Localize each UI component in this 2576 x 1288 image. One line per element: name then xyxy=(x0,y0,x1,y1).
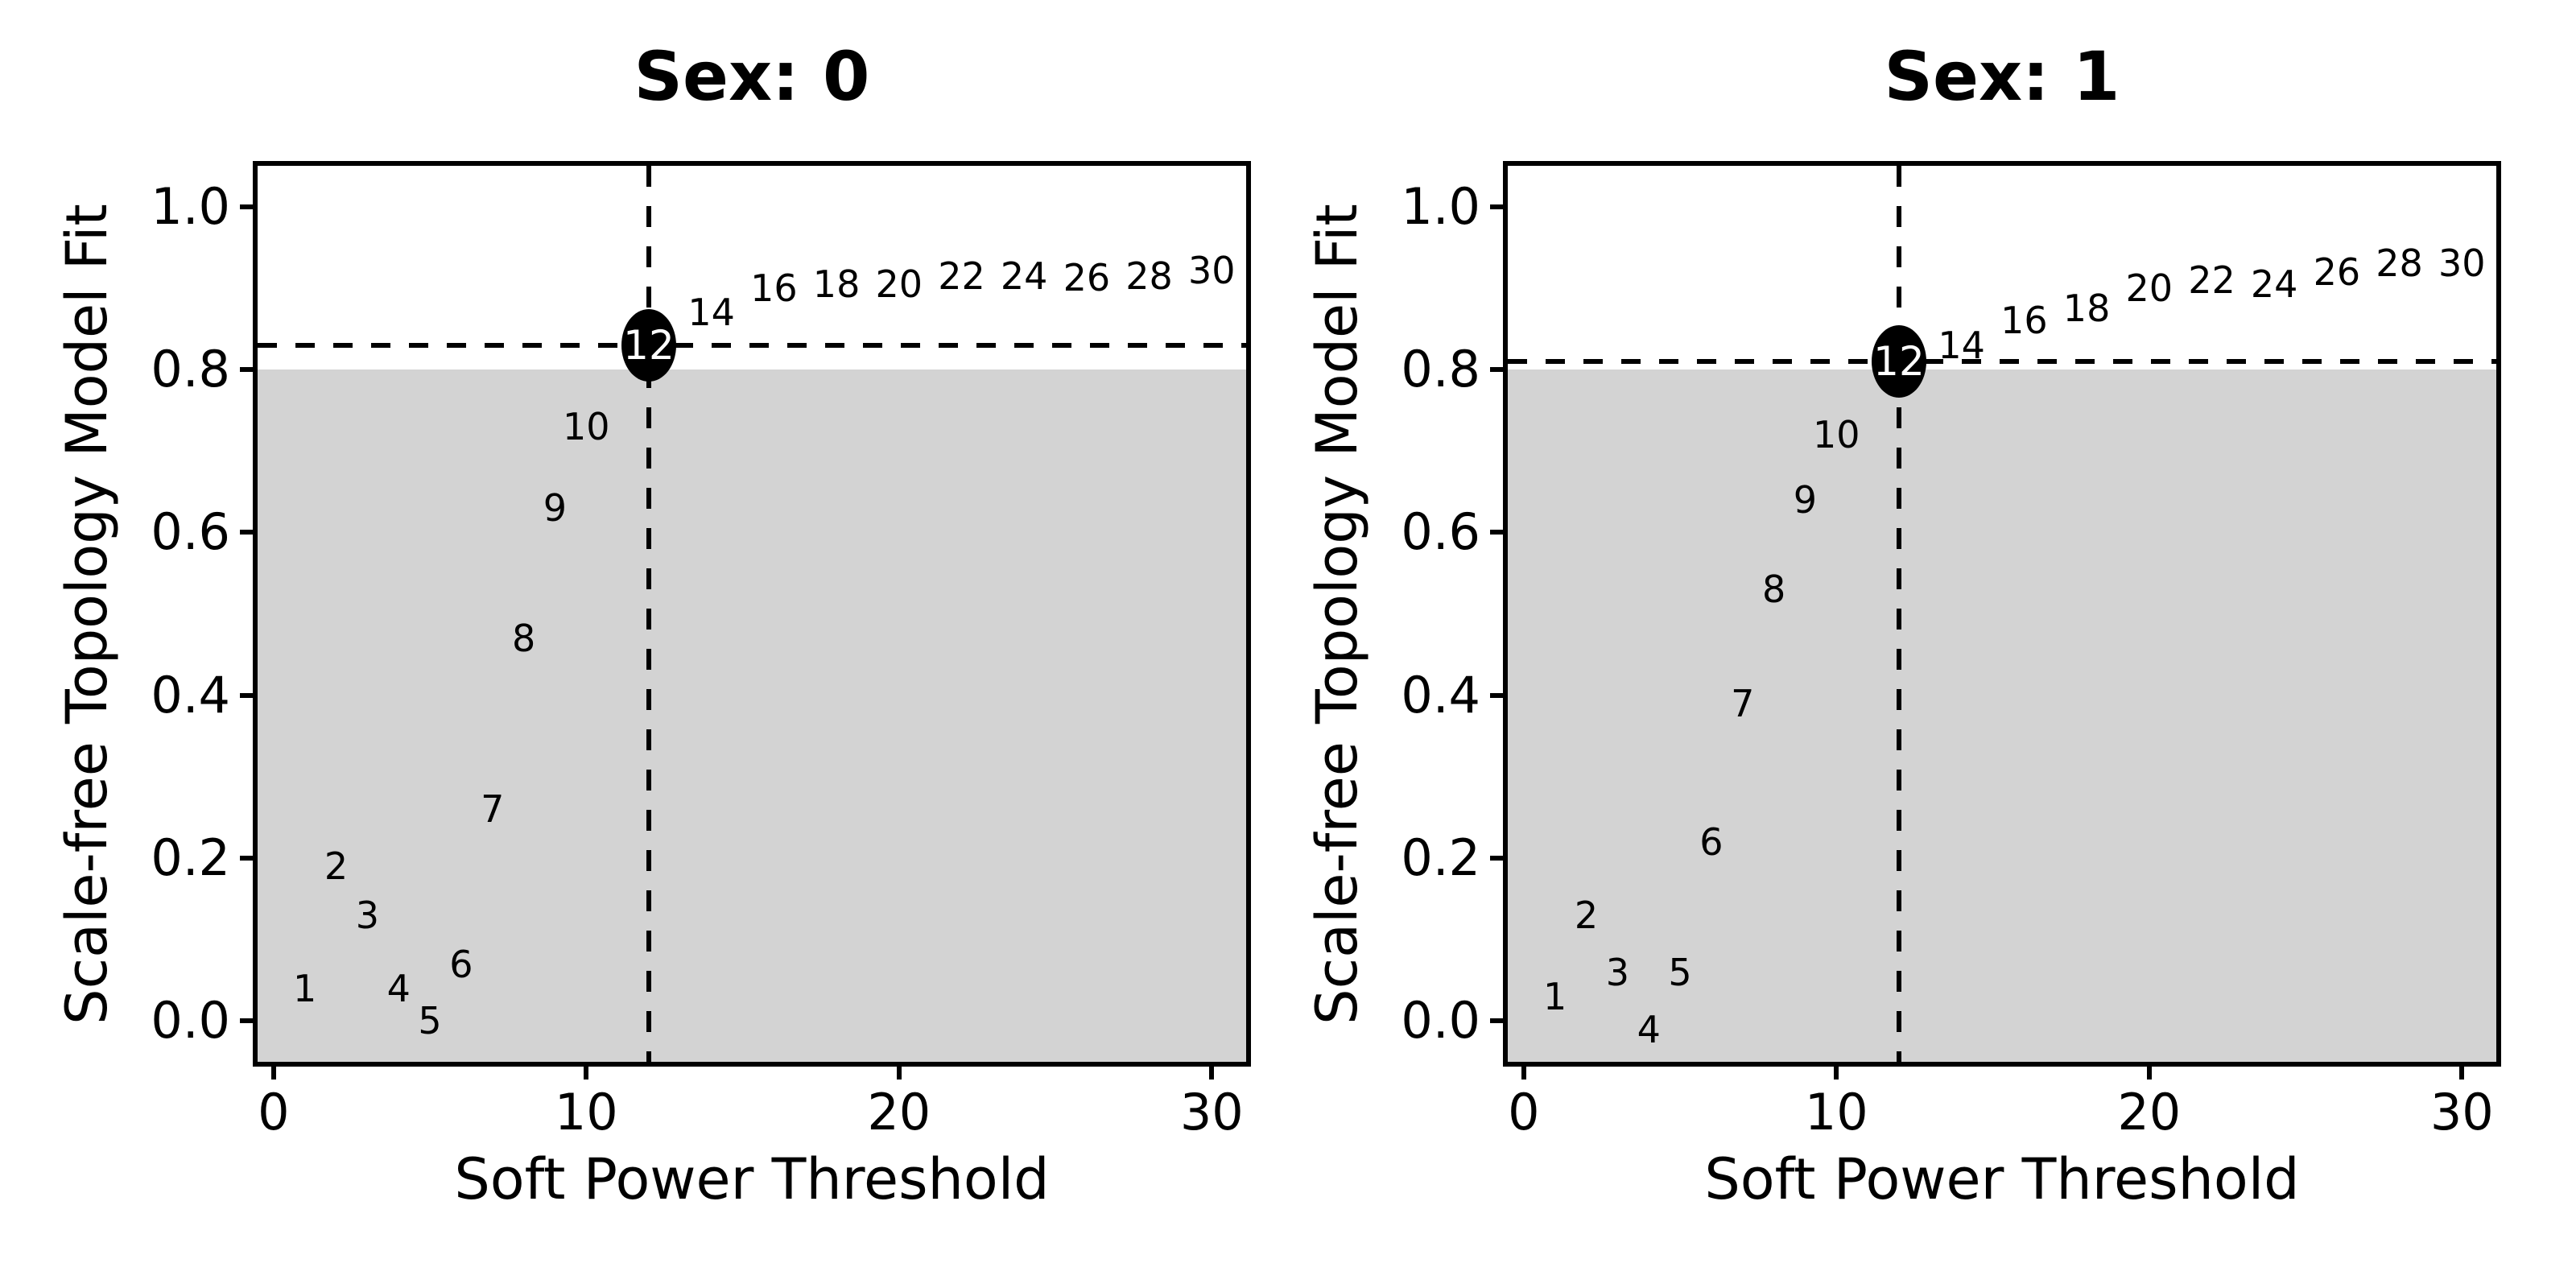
x-tick-label: 0 xyxy=(1508,1083,1540,1141)
y-tick-label: 0.2 xyxy=(1401,828,1480,888)
x-tick-mark xyxy=(1521,1062,1526,1080)
y-tick-label: 0.2 xyxy=(151,828,230,888)
selected-power-dashed-line xyxy=(646,166,651,1062)
y-tick-label: 0.6 xyxy=(1401,502,1480,562)
power-point-label: 5 xyxy=(1668,950,1692,994)
power-point-label: 26 xyxy=(1063,255,1111,299)
fit-threshold-dashed-line xyxy=(258,342,1246,348)
power-point-label: 28 xyxy=(2376,242,2423,286)
power-point-label: 1 xyxy=(1543,975,1567,1019)
x-tick-mark xyxy=(896,1062,902,1080)
power-point-label: 7 xyxy=(1731,681,1755,725)
power-point-label: 8 xyxy=(511,616,536,660)
y-tick-mark xyxy=(240,204,258,209)
y-tick-mark xyxy=(1490,1018,1508,1024)
highlighted-power-marker: 12 xyxy=(621,308,676,382)
y-tick-label: 0.4 xyxy=(1401,665,1480,724)
y-tick-mark xyxy=(240,692,258,698)
power-point-label: 2 xyxy=(324,844,349,889)
power-point-label: 1 xyxy=(293,966,317,1010)
power-point-label: 22 xyxy=(938,254,985,298)
x-tick-label: 20 xyxy=(2117,1083,2182,1141)
y-tick-label: 0.8 xyxy=(1401,339,1480,398)
power-point-label: 16 xyxy=(2000,299,2048,343)
power-point-label: 4 xyxy=(1637,1007,1661,1051)
low-fit-shaded-region xyxy=(258,369,1246,1062)
y-tick-mark xyxy=(1490,692,1508,698)
y-tick-mark xyxy=(1490,204,1508,209)
panel-title-sex-0: Sex: 0 xyxy=(634,37,870,116)
y-tick-mark xyxy=(240,530,258,535)
x-tick-label: 20 xyxy=(867,1083,931,1141)
power-point-label: 20 xyxy=(875,262,923,306)
x-tick-label: 0 xyxy=(258,1083,290,1141)
power-point-label: 24 xyxy=(1000,254,1048,298)
x-tick-mark xyxy=(2459,1062,2465,1080)
y-tick-mark xyxy=(240,856,258,861)
power-point-label: 24 xyxy=(2250,262,2298,306)
power-point-label: 16 xyxy=(750,266,798,310)
power-point-label: 20 xyxy=(2125,266,2174,310)
power-point-label: 10 xyxy=(1813,412,1860,456)
power-point-label: 9 xyxy=(543,485,568,530)
y-tick-mark xyxy=(1490,856,1508,861)
power-point-label: 18 xyxy=(2062,287,2111,331)
power-point-label: 6 xyxy=(449,942,473,986)
power-point-label: 22 xyxy=(2188,258,2235,302)
y-tick-label: 0.8 xyxy=(151,339,230,398)
y-tick-mark xyxy=(240,1018,258,1024)
power-point-label: 14 xyxy=(687,291,735,335)
power-point-label: 3 xyxy=(355,893,379,937)
selected-power-dashed-line xyxy=(1896,166,1901,1062)
power-point-label: 30 xyxy=(2438,242,2486,286)
power-point-label: 10 xyxy=(563,404,610,448)
power-point-label: 3 xyxy=(1605,950,1629,994)
y-tick-mark xyxy=(240,366,258,372)
x-tick-label: 10 xyxy=(554,1083,618,1141)
power-point-label: 30 xyxy=(1187,248,1236,292)
power-point-label: 18 xyxy=(812,262,861,306)
power-point-label: 28 xyxy=(1125,254,1173,298)
power-point-label: 4 xyxy=(386,966,411,1010)
x-axis-label-sex-1: Soft Power Threshold xyxy=(1704,1146,2300,1212)
y-tick-label: 1.0 xyxy=(1401,176,1480,236)
y-tick-label: 0.0 xyxy=(151,991,230,1051)
panel-title-sex-1: Sex: 1 xyxy=(1884,37,2120,116)
x-tick-label: 10 xyxy=(1804,1083,1868,1141)
x-axis-label-sex-0: Soft Power Threshold xyxy=(454,1146,1050,1212)
power-point-label: 9 xyxy=(1793,477,1818,522)
y-tick-mark xyxy=(1490,366,1508,372)
power-point-label: 7 xyxy=(481,787,505,832)
power-point-label: 5 xyxy=(418,999,442,1043)
x-tick-label: 30 xyxy=(1179,1083,1244,1141)
low-fit-shaded-region xyxy=(1508,369,2496,1062)
y-tick-label: 0.4 xyxy=(151,665,230,724)
power-point-label: 2 xyxy=(1574,893,1599,937)
x-tick-label: 30 xyxy=(2429,1083,2494,1141)
power-point-label: 8 xyxy=(1761,568,1786,612)
y-tick-label: 0.6 xyxy=(151,502,230,562)
fit-threshold-dashed-line xyxy=(1508,358,2496,364)
plot-panel-sex-1: Sex: 1 Scale-free Topology Model Fit Sof… xyxy=(1304,37,2501,1212)
power-point-label: 14 xyxy=(1938,323,1985,367)
x-tick-mark xyxy=(1834,1062,1839,1080)
y-tick-label: 1.0 xyxy=(151,176,230,236)
x-tick-mark xyxy=(2146,1062,2152,1080)
y-tick-mark xyxy=(1490,530,1508,535)
y-tick-label: 0.0 xyxy=(1401,991,1480,1051)
power-point-label: 26 xyxy=(2313,250,2361,294)
x-tick-mark xyxy=(270,1062,276,1080)
x-tick-mark xyxy=(1209,1062,1215,1080)
plot-panel-sex-0: Sex: 0 Scale-free Topology Model Fit Sof… xyxy=(54,37,1251,1212)
x-tick-mark xyxy=(584,1062,589,1080)
highlighted-power-marker: 12 xyxy=(1871,324,1926,398)
power-point-label: 6 xyxy=(1699,819,1724,864)
